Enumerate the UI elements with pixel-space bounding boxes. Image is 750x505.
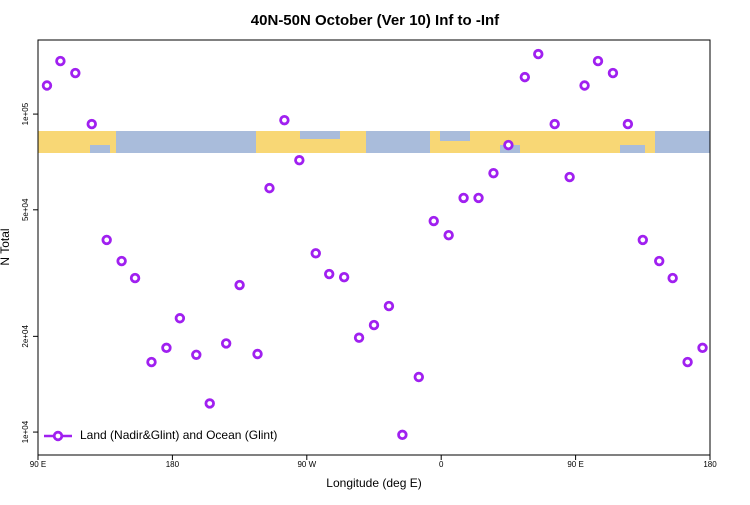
y-axis-label: N Total bbox=[0, 228, 12, 265]
point bbox=[682, 356, 693, 368]
point bbox=[101, 234, 112, 246]
point bbox=[667, 272, 678, 284]
point bbox=[70, 67, 81, 79]
chart-title: 40N-50N October (Ver 10) Inf to -Inf bbox=[251, 12, 500, 29]
point bbox=[697, 342, 708, 354]
point bbox=[353, 332, 365, 343]
point bbox=[174, 313, 186, 324]
point bbox=[146, 356, 157, 368]
point bbox=[458, 192, 469, 204]
point bbox=[294, 155, 305, 166]
point bbox=[264, 182, 275, 194]
point bbox=[383, 300, 395, 312]
point bbox=[533, 48, 544, 60]
point bbox=[252, 348, 263, 360]
point bbox=[368, 319, 380, 331]
y-tick-label: 1e+05 bbox=[21, 102, 30, 125]
point bbox=[579, 80, 590, 91]
point bbox=[204, 398, 215, 409]
x-tick-label: 180 bbox=[703, 460, 717, 469]
x-tick-label: 0 bbox=[439, 460, 444, 469]
point bbox=[622, 118, 634, 130]
point bbox=[41, 80, 53, 91]
legend-marker bbox=[52, 430, 64, 442]
legend-entry: Land (Nadir&Glint) and Ocean (Glint) bbox=[44, 428, 277, 442]
point bbox=[220, 338, 232, 349]
point bbox=[473, 192, 484, 204]
point bbox=[592, 55, 604, 67]
point bbox=[86, 118, 97, 130]
point bbox=[519, 71, 531, 83]
point bbox=[503, 139, 514, 151]
point bbox=[564, 171, 575, 183]
point bbox=[310, 248, 321, 259]
point bbox=[607, 67, 619, 79]
x-tick-label: 180 bbox=[166, 460, 180, 469]
y-tick-label: 5e+04 bbox=[21, 198, 30, 221]
plot-frame bbox=[37, 39, 711, 456]
point bbox=[116, 255, 127, 267]
y-tick-label: 1e+04 bbox=[21, 420, 30, 443]
legend-label: Land (Nadir&Glint) and Ocean (Glint) bbox=[80, 428, 277, 442]
point bbox=[324, 268, 335, 280]
point bbox=[428, 215, 439, 227]
x-tick-label: 90 W bbox=[297, 460, 316, 469]
point bbox=[234, 279, 245, 291]
point bbox=[338, 271, 350, 283]
point bbox=[55, 55, 66, 67]
point bbox=[161, 342, 172, 354]
point bbox=[397, 429, 408, 441]
point bbox=[191, 349, 202, 360]
point bbox=[654, 255, 665, 267]
point bbox=[129, 272, 141, 284]
point bbox=[413, 371, 424, 383]
y-tick-label: 2e+04 bbox=[21, 325, 30, 348]
map-strip bbox=[38, 131, 710, 153]
point bbox=[443, 230, 454, 241]
point bbox=[549, 118, 560, 130]
point bbox=[488, 167, 499, 179]
point bbox=[637, 234, 648, 246]
x-tick-label: 90 E bbox=[30, 460, 46, 469]
point bbox=[279, 114, 290, 126]
x-axis-label: Longitude (deg E) bbox=[326, 476, 421, 490]
x-tick-label: 90 E bbox=[567, 460, 583, 469]
